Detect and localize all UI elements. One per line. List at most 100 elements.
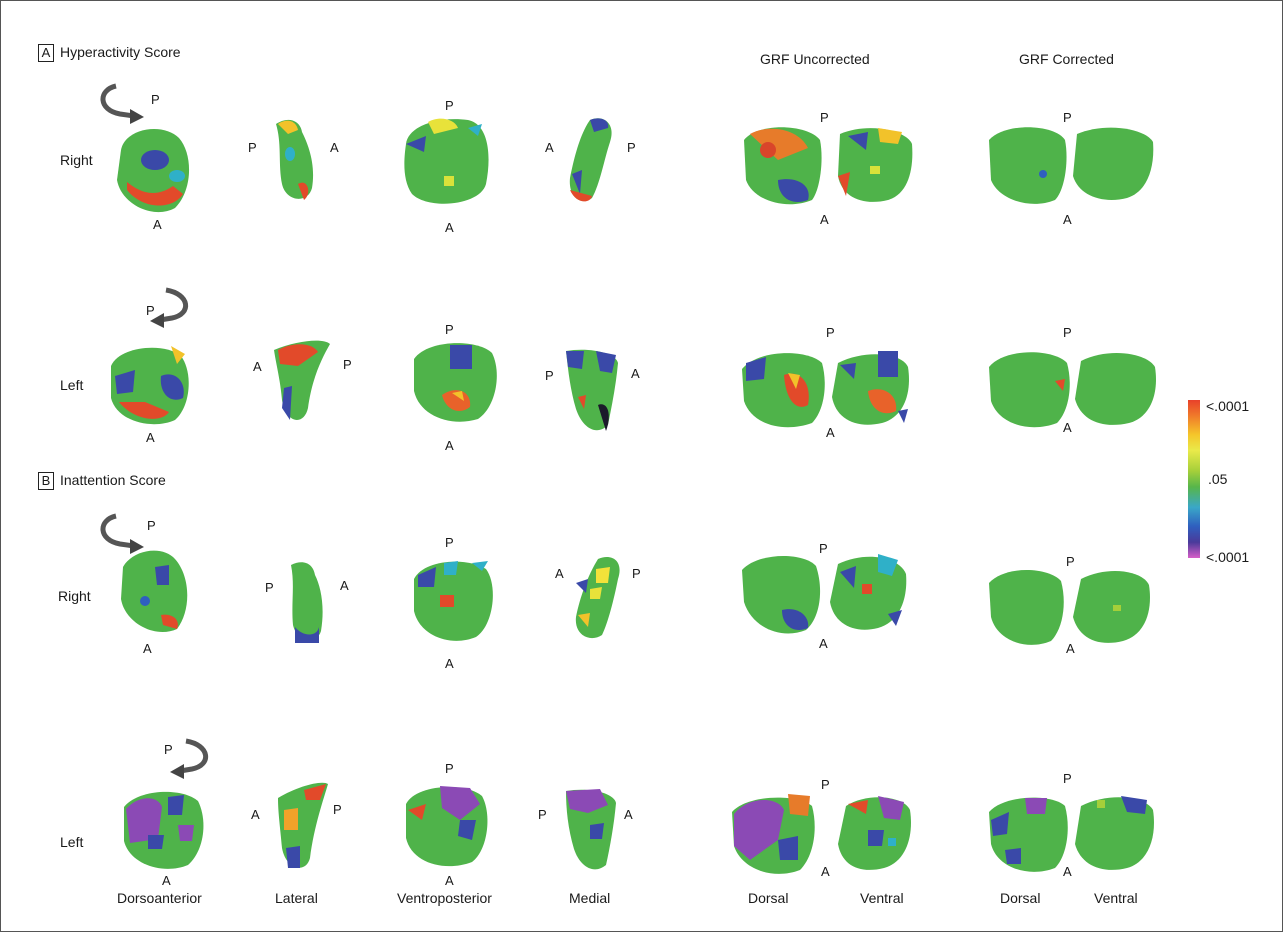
orientation-anterior: A [253, 359, 262, 374]
orientation-anterior: A [445, 438, 454, 453]
panel-a-title: Hyperactivity Score [60, 44, 181, 60]
surface-map-dorsoanterior [111, 346, 189, 425]
orientation-posterior: P [632, 566, 641, 581]
panel-b-title: Inattention Score [60, 472, 166, 488]
view-label-ventral: Ventral [1094, 890, 1138, 906]
orientation-posterior: P [1063, 771, 1072, 786]
rotation-arrow-icon [100, 513, 144, 554]
orientation-posterior: P [545, 368, 554, 383]
surface-map-dorsoanterior [121, 550, 188, 633]
orientation-anterior: A [1063, 420, 1072, 435]
orientation-posterior: P [819, 541, 828, 556]
orientation-posterior: P [151, 92, 160, 107]
colorbar [1188, 400, 1200, 558]
orientation-anterior: A [153, 217, 162, 232]
orientation-posterior: P [164, 742, 173, 757]
surface-map-lateral [291, 562, 323, 643]
orientation-anterior: A [340, 578, 349, 593]
view-label-dorsal: Dorsal [1000, 890, 1041, 906]
orientation-posterior: P [445, 98, 454, 113]
surface-map-dorsoanterior [117, 128, 190, 213]
orientation-posterior: P [1066, 554, 1075, 569]
view-label-medial: Medial [569, 890, 611, 906]
view-label-dorsal: Dorsal [748, 890, 789, 906]
colorbar-top-label: <.0001 [1206, 398, 1250, 414]
orientation-posterior: P [445, 761, 454, 776]
surface-map-medial [566, 789, 616, 870]
row-label-left: Left [60, 377, 84, 393]
orientation-anterior: A [631, 366, 640, 381]
orientation-anterior: A [624, 807, 633, 822]
grf-uncorrected-header: GRF Uncorrected [760, 51, 870, 67]
row-label-right: Right [60, 152, 93, 168]
orientation-posterior: P [627, 140, 636, 155]
orientation-posterior: P [445, 535, 454, 550]
orientation-anterior: A [330, 140, 339, 155]
orientation-posterior: P [1063, 325, 1072, 340]
surface-map-ventroposterior [414, 343, 497, 422]
surface-map-grf-uncorrected [732, 794, 911, 874]
orientation-anterior: A [820, 212, 829, 227]
orientation-posterior: P [265, 580, 274, 595]
orientation-posterior: P [1063, 110, 1072, 125]
view-label-lateral: Lateral [275, 890, 318, 906]
rotation-arrow-icon [150, 287, 189, 328]
orientation-anterior: A [1063, 212, 1072, 227]
surface-map-dorsoanterior [124, 791, 204, 869]
orientation-posterior: P [343, 357, 352, 372]
orientation-anterior: A [445, 656, 454, 671]
orientation-anterior: A [821, 864, 830, 879]
view-label-ventroposterior: Ventroposterior [397, 890, 492, 906]
orientation-posterior: P [820, 110, 829, 125]
surface-map-grf-corrected [989, 796, 1154, 872]
surface-map-grf-uncorrected [744, 127, 913, 205]
surface-map-grf-corrected [989, 570, 1150, 645]
orientation-anterior: A [445, 220, 454, 235]
grf-corrected-header: GRF Corrected [1019, 51, 1114, 67]
orientation-anterior: A [819, 636, 828, 651]
surface-map-medial [575, 557, 620, 639]
rotation-arrow-icon [100, 83, 144, 124]
orientation-anterior: A [445, 873, 454, 888]
orientation-anterior: A [545, 140, 554, 155]
view-label-dorsoanterior: Dorsoanterior [117, 890, 202, 906]
surface-map-medial [569, 118, 612, 202]
surface-map-grf-corrected [989, 127, 1154, 204]
surface-map-grf-uncorrected [742, 351, 909, 428]
surface-map-medial [566, 349, 618, 431]
orientation-anterior: A [1063, 864, 1072, 879]
surface-map-ventroposterior [404, 118, 489, 204]
rotation-arrow-icon [170, 738, 209, 779]
surface-map-ventroposterior [406, 786, 488, 867]
orientation-posterior: P [147, 518, 156, 533]
surface-map-ventroposterior [414, 561, 493, 641]
row-label-right: Right [58, 588, 91, 604]
orientation-posterior: P [248, 140, 257, 155]
orientation-posterior: P [538, 807, 547, 822]
orientation-posterior: P [445, 322, 454, 337]
colorbar-mid-label: .05 [1208, 471, 1228, 487]
orientation-anterior: A [251, 807, 260, 822]
orientation-posterior: P [821, 777, 830, 792]
panel-a-header: A Hyperactivity Score [38, 44, 181, 62]
orientation-anterior: A [1066, 641, 1075, 656]
orientation-posterior: P [333, 802, 342, 817]
orientation-anterior: A [555, 566, 564, 581]
orientation-anterior: A [143, 641, 152, 656]
orientation-anterior: A [146, 430, 155, 445]
row-label-left: Left [60, 834, 84, 850]
surface-map-grf-uncorrected [742, 554, 907, 634]
panel-b-header: B Inattention Score [38, 472, 166, 490]
surface-map-lateral [278, 782, 328, 868]
orientation-anterior: A [826, 425, 835, 440]
panel-a-letter: A [38, 44, 54, 62]
surface-map-grf-corrected [989, 352, 1156, 428]
surface-map-lateral [276, 119, 314, 200]
orientation-anterior: A [162, 873, 171, 888]
colorbar-bottom-label: <.0001 [1206, 549, 1250, 565]
orientation-posterior: P [146, 303, 155, 318]
view-label-ventral: Ventral [860, 890, 904, 906]
surface-map-lateral [274, 340, 330, 420]
panel-b-letter: B [38, 472, 54, 490]
orientation-posterior: P [826, 325, 835, 340]
